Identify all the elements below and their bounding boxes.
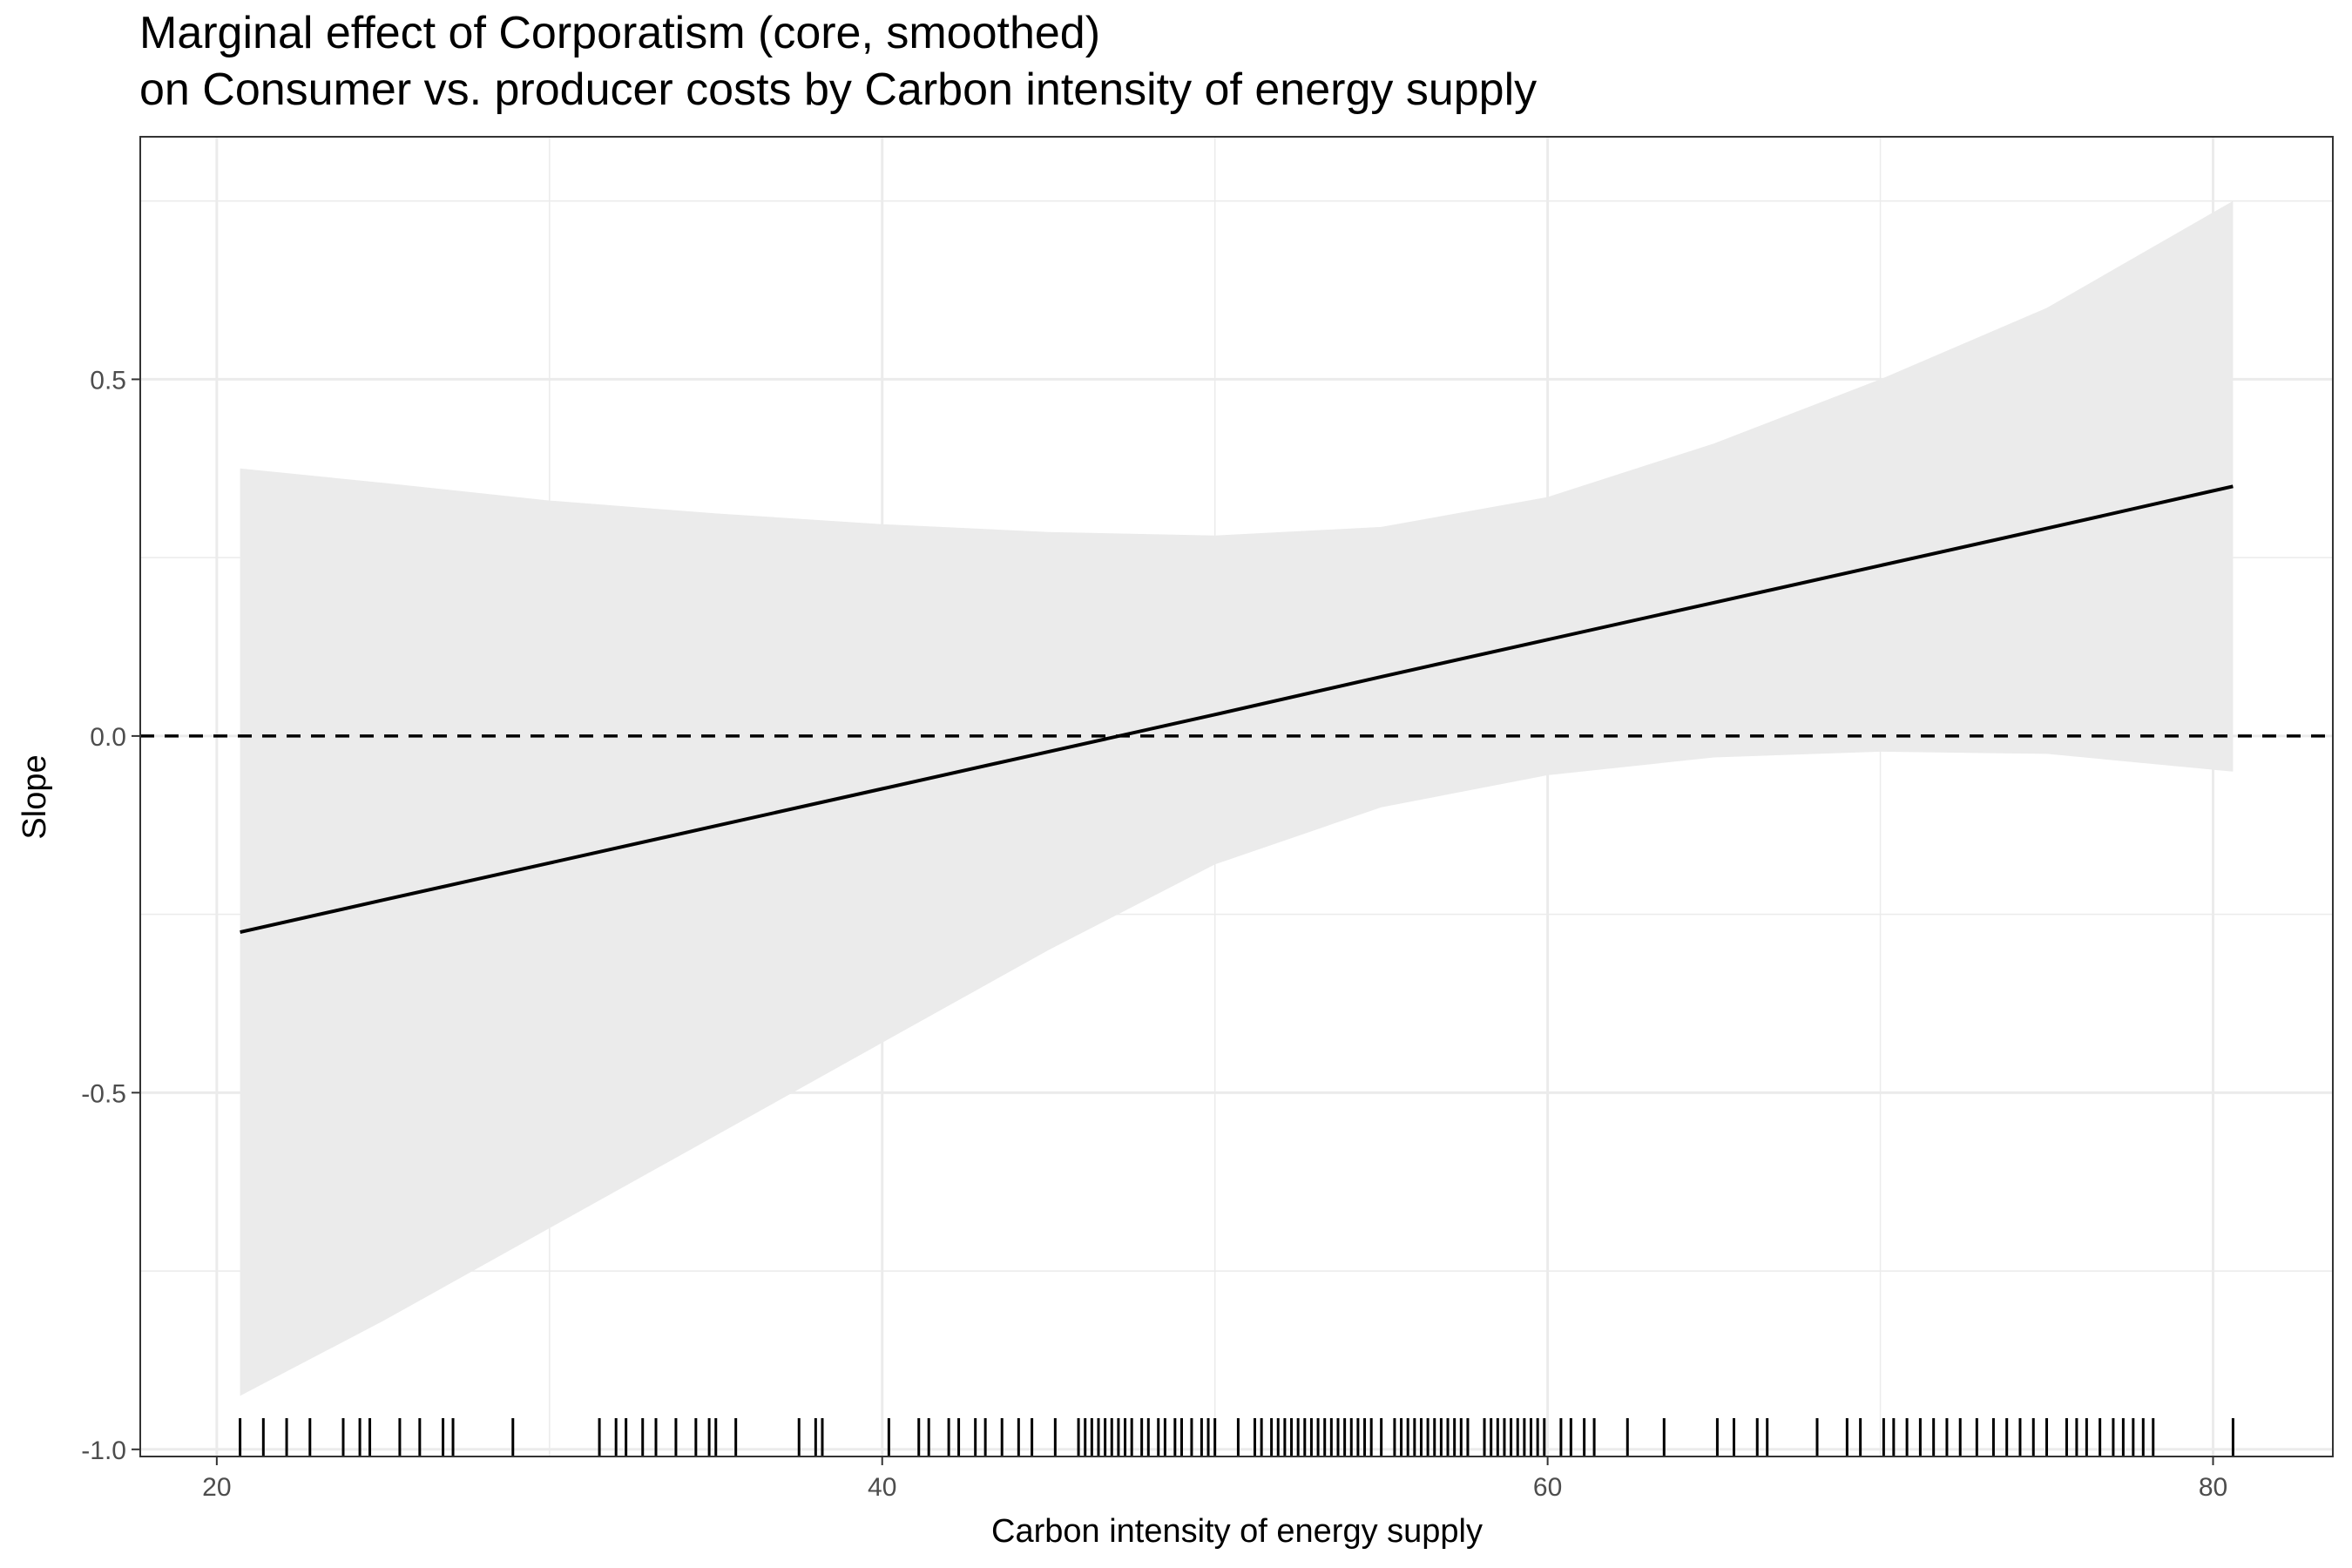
chart-title: Marginal effect of Corporatism (core, sm… xyxy=(139,8,1100,58)
x-tick-label: 40 xyxy=(868,1473,896,1502)
panel-border xyxy=(139,136,2334,1457)
y-tick-label: 0.5 xyxy=(90,366,126,395)
x-tick-label: 20 xyxy=(202,1473,231,1502)
y-tick-label: -0.5 xyxy=(81,1079,126,1108)
x-axis-title: Carbon intensity of energy supply xyxy=(991,1513,1483,1550)
confidence-ribbon xyxy=(240,200,2234,1396)
x-axis-ticks: 20 40 60 80 xyxy=(202,1456,2227,1502)
x-tick-label: 60 xyxy=(1533,1473,1562,1502)
rug-marks xyxy=(239,1418,2234,1456)
y-tick-label: -1.0 xyxy=(81,1436,126,1465)
y-axis-title: Slope xyxy=(17,754,53,839)
y-axis-ticks: -1.0 -0.5 0.0 0.5 xyxy=(81,366,140,1465)
marginal-effect-line xyxy=(240,484,2234,935)
chart-subtitle: on Consumer vs. producer costs by Carbon… xyxy=(139,64,1537,115)
x-tick-label: 80 xyxy=(2199,1473,2227,1502)
y-tick-label: 0.0 xyxy=(90,723,126,752)
